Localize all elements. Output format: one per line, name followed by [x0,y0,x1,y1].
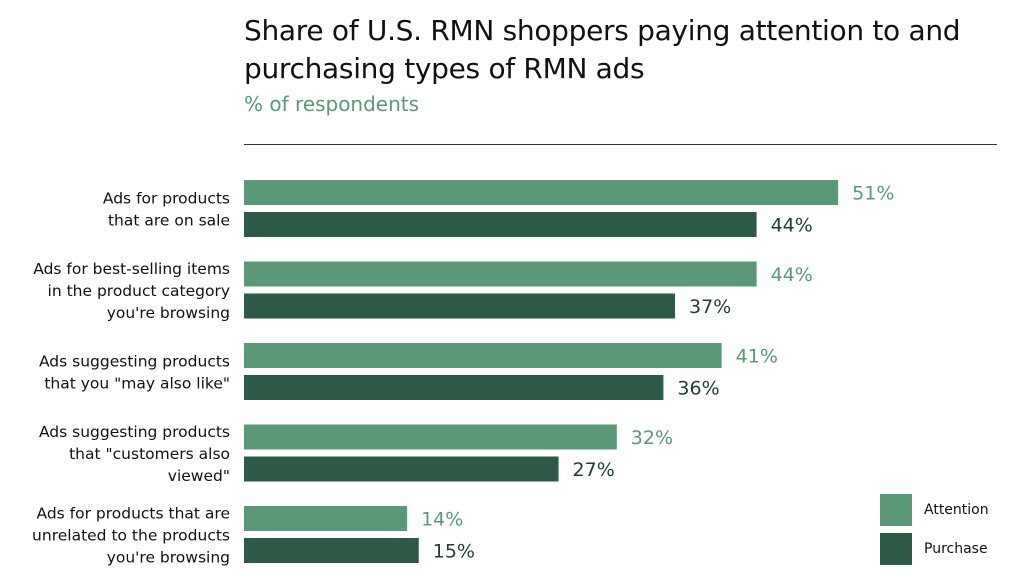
bar-purchase [244,293,676,319]
data-label-attention: 44% [771,264,813,286]
data-label-purchase: 36% [677,378,719,400]
data-label-attention: 41% [736,346,778,368]
bar-purchase [244,212,757,237]
chart-subtitle: % of respondents [244,92,420,116]
bar-purchase [244,456,559,482]
bar-attention [244,180,839,205]
legend-swatch-attention [880,494,912,526]
data-label-attention: 14% [421,509,463,531]
data-label-purchase: 15% [433,541,475,563]
category-label: Ads suggesting products [39,353,230,371]
category-label: that you "may also like" [44,375,230,393]
bar-attention [244,424,617,450]
bar-purchase [244,538,419,563]
title-divider [244,144,997,145]
chart-title: Share of U.S. RMN shoppers paying attent… [244,14,961,85]
data-label-purchase: 37% [689,296,731,318]
category-label: viewed" [168,467,230,485]
category-label: Ads for products [103,190,230,208]
legend-label-purchase: Purchase [924,541,988,557]
data-label-purchase: 27% [573,459,615,481]
legend-label-attention: Attention [924,502,989,518]
category-label: Ads for best-selling items [33,260,230,278]
data-label-attention: 51% [852,183,894,205]
category-label: that are on sale [108,212,230,230]
category-label: that "customers also [69,445,230,463]
bar-attention [244,506,408,531]
legend-swatch-purchase [880,533,912,565]
category-label: unrelated to the products [32,527,230,545]
category-label: you're browsing [107,304,230,322]
category-label: in the product category [48,282,230,300]
legend-item-attention: Attention [880,494,989,526]
legend-item-purchase: Purchase [880,533,988,565]
category-label: you're browsing [107,549,230,567]
bar-purchase [244,375,664,400]
category-label: Ads for products that are [36,505,230,523]
data-label-attention: 32% [631,427,673,449]
data-label-purchase: 44% [771,215,813,237]
bar-attention [244,343,722,368]
bar-attention [244,261,757,287]
category-label: Ads suggesting products [39,423,230,441]
